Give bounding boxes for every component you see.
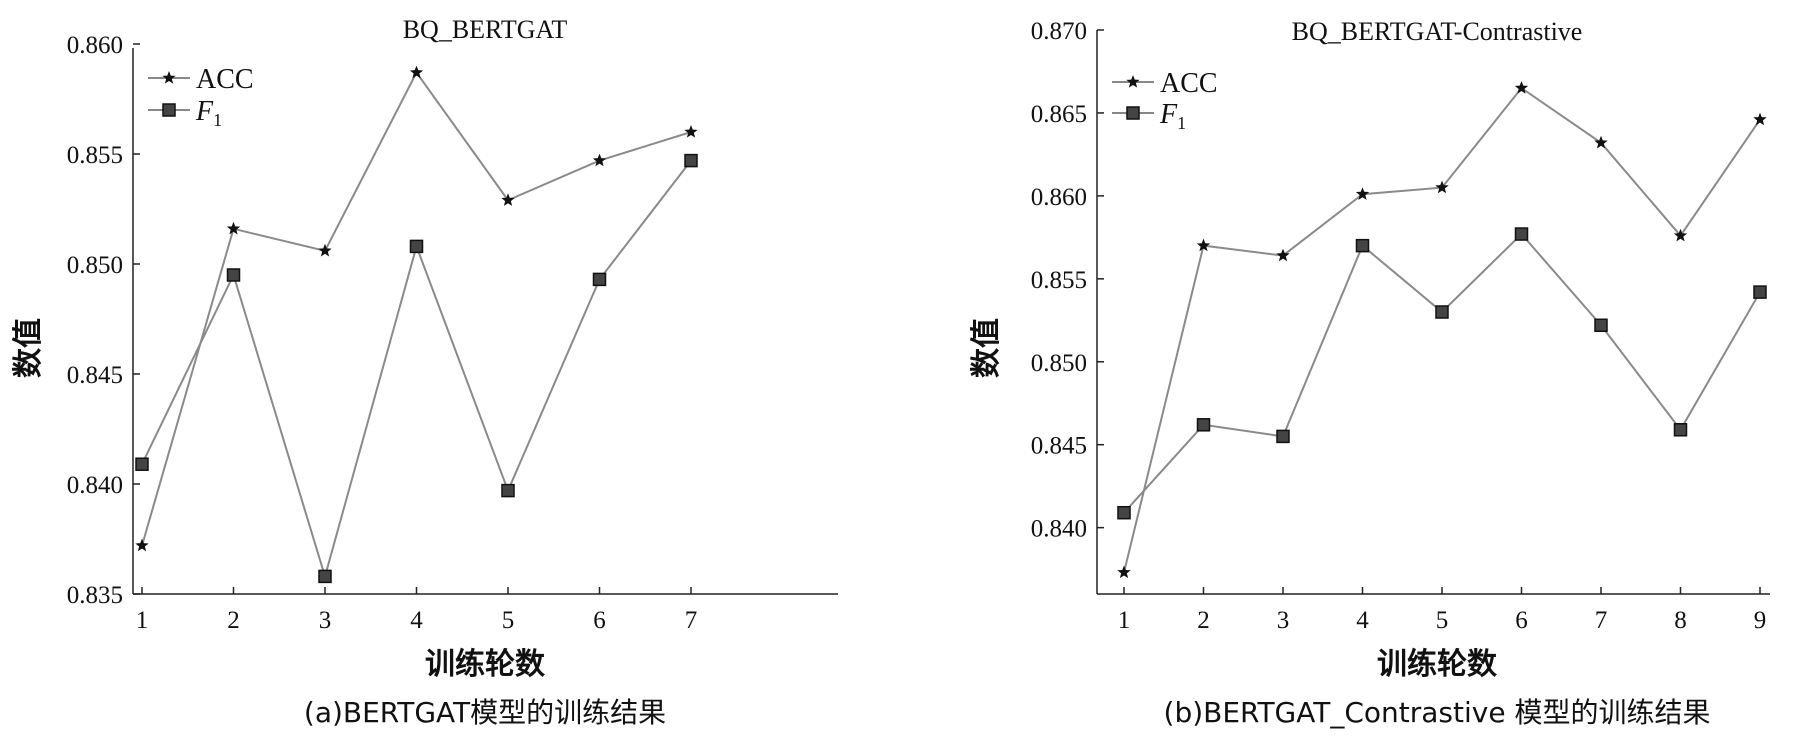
chart-a-y-tick-label-5: 0.860 <box>67 32 123 59</box>
chart-a-x-tick-label-3: 4 <box>410 607 423 634</box>
chart-a-series-f1-point-0 <box>135 457 149 471</box>
chart-a-series-f1-point-6 <box>684 153 698 168</box>
chart-b-series-f1-point-3 <box>1355 238 1370 253</box>
chart-a-series-acc-point-1 <box>226 221 241 235</box>
chart-a-legend-f1-marker <box>162 103 176 117</box>
chart-b-y-tick-label-2: 0.850 <box>1031 350 1087 377</box>
chart-b-series-acc-point-0 <box>1117 565 1131 579</box>
chart-a-series-acc-point-4 <box>501 193 515 206</box>
chart-b-x-tick-label-1: 2 <box>1197 607 1210 634</box>
chart-b-y-tick-label-0: 0.840 <box>1031 516 1087 543</box>
chart-a-series-acc-point-0 <box>135 538 149 552</box>
chart-a-legend-acc-marker <box>162 71 176 84</box>
chart-b-series-acc-point-1 <box>1196 238 1211 252</box>
chart-b-series-f1-point-6 <box>1594 318 1608 333</box>
chart-a-series-acc-point-5 <box>592 153 607 167</box>
chart-a-y-tick-label-0: 0.835 <box>67 582 123 609</box>
chart-a-series-acc-line <box>141 70 692 546</box>
chart-a-legend-acc-label: ACC <box>196 64 254 95</box>
chart-b-series-f1-point-0 <box>1117 505 1131 520</box>
chart-b-series-acc-point-5 <box>1514 81 1529 94</box>
chart-a-series-f1-point-2 <box>318 569 332 584</box>
chart-b: BQ_BERTGAT-Contrastive 0.840 0.845 0.850 0.… <box>969 17 1770 729</box>
chart-a-x-tick-label-4: 5 <box>502 607 515 634</box>
chart-b-series-acc-line <box>1123 86 1761 573</box>
chart-a-series-f1-point-1 <box>226 268 241 282</box>
chart-a-series-acc-point-3 <box>409 65 424 79</box>
chart-b-y-tick-label-1: 0.845 <box>1031 433 1087 460</box>
chart-b-x-tick-label-2: 3 <box>1277 607 1290 634</box>
chart-a-x-label: 训练轮数 <box>425 647 546 682</box>
chart-b-x-tick-label-3: 4 <box>1356 607 1369 634</box>
chart-b-x-tick-label-4: 5 <box>1436 607 1449 634</box>
chart-b-series-f1-point-4 <box>1435 305 1449 319</box>
chart-b-series-f1-point-2 <box>1276 429 1290 444</box>
chart-a-series-f1-point-5 <box>592 272 607 287</box>
chart-a-y-tick-label-3: 0.850 <box>67 252 123 279</box>
chart-b-x-tick-label-5: 6 <box>1515 607 1528 634</box>
chart-b-series-f1-point-7 <box>1673 423 1688 437</box>
chart-a-legend-f1-label: F1 <box>195 96 222 130</box>
chart-b-legend-f1-marker <box>1126 106 1140 120</box>
chart-a-series-f1-point-3 <box>409 239 424 254</box>
chart-b-series-acc-point-8 <box>1753 112 1767 126</box>
chart-a-title: BQ_BERTGAT <box>403 15 568 44</box>
chart-b-series-f1-point-8 <box>1753 285 1767 299</box>
chart-b-x-tick-label-7: 8 <box>1674 607 1687 634</box>
chart-a-y-tick-label-1: 0.840 <box>67 472 123 499</box>
chart-a-x-tick-label-6: 7 <box>685 607 698 634</box>
chart-b-series-f1-point-1 <box>1196 418 1211 432</box>
chart-a-series-acc-point-6 <box>684 125 698 138</box>
chart-b-x-tick-label-8: 9 <box>1754 607 1767 634</box>
chart-b-series-acc-point-2 <box>1276 248 1290 262</box>
chart-a-x-tick-label-1: 2 <box>227 607 240 634</box>
chart-b-series-acc-point-6 <box>1594 135 1608 149</box>
chart-a-y-label: 数值 <box>11 318 46 378</box>
chart-b-legend-f1-label: F1 <box>1159 99 1186 133</box>
chart-b-caption: (b)BERTGAT_Contrastive 模型的训练结果 <box>1164 696 1711 729</box>
chart-b-legend-acc-marker <box>1126 75 1140 88</box>
chart-a-series-acc-point-2 <box>318 243 332 257</box>
chart-b-series-acc-point-3 <box>1355 187 1370 200</box>
chart-b-y-tick-label-4: 0.860 <box>1031 184 1087 211</box>
chart-a-legend: ACC F1 <box>148 64 254 130</box>
chart-b-series-acc-point-4 <box>1435 180 1449 194</box>
chart-b-y-tick-label-3: 0.855 <box>1031 267 1087 294</box>
chart-a-caption: (a)BERTGAT模型的训练结果 <box>304 696 666 729</box>
chart-b-x-tick-label-0: 1 <box>1118 607 1131 634</box>
chart-b-series-acc-point-7 <box>1673 228 1688 242</box>
chart-a-y-tick-label-4: 0.855 <box>67 142 123 169</box>
chart-b-y-tick-label-5: 0.865 <box>1031 101 1087 128</box>
chart-a-series-f1-point-4 <box>501 483 515 498</box>
chart-a-x-tick-label-5: 6 <box>593 607 606 634</box>
chart-b-x-tick-label-6: 7 <box>1595 607 1608 634</box>
chart-b-y-tick-label-6: 0.870 <box>1031 18 1087 45</box>
chart-b-legend: ACC F1 <box>1112 68 1218 133</box>
chart-a: BQ_BERTGAT 0.835 0.840 0.845 0.850 0.855 0.86… <box>11 15 838 729</box>
chart-a-x-tick-label-0: 1 <box>136 607 149 634</box>
chart-a-y-tick-label-2: 0.845 <box>67 362 123 389</box>
chart-b-x-label: 训练轮数 <box>1377 647 1498 682</box>
chart-a-series-f1-line <box>141 159 692 580</box>
chart-a-x-tick-label-2: 3 <box>319 607 332 634</box>
chart-b-legend-acc-label: ACC <box>1160 68 1218 99</box>
chart-b-series-f1-line <box>1123 232 1761 514</box>
chart-b-y-label: 数值 <box>969 318 1004 378</box>
chart-b-series-f1-point-5 <box>1514 227 1529 241</box>
chart-b-title: BQ_BERTGAT-Contrastive <box>1292 17 1583 46</box>
